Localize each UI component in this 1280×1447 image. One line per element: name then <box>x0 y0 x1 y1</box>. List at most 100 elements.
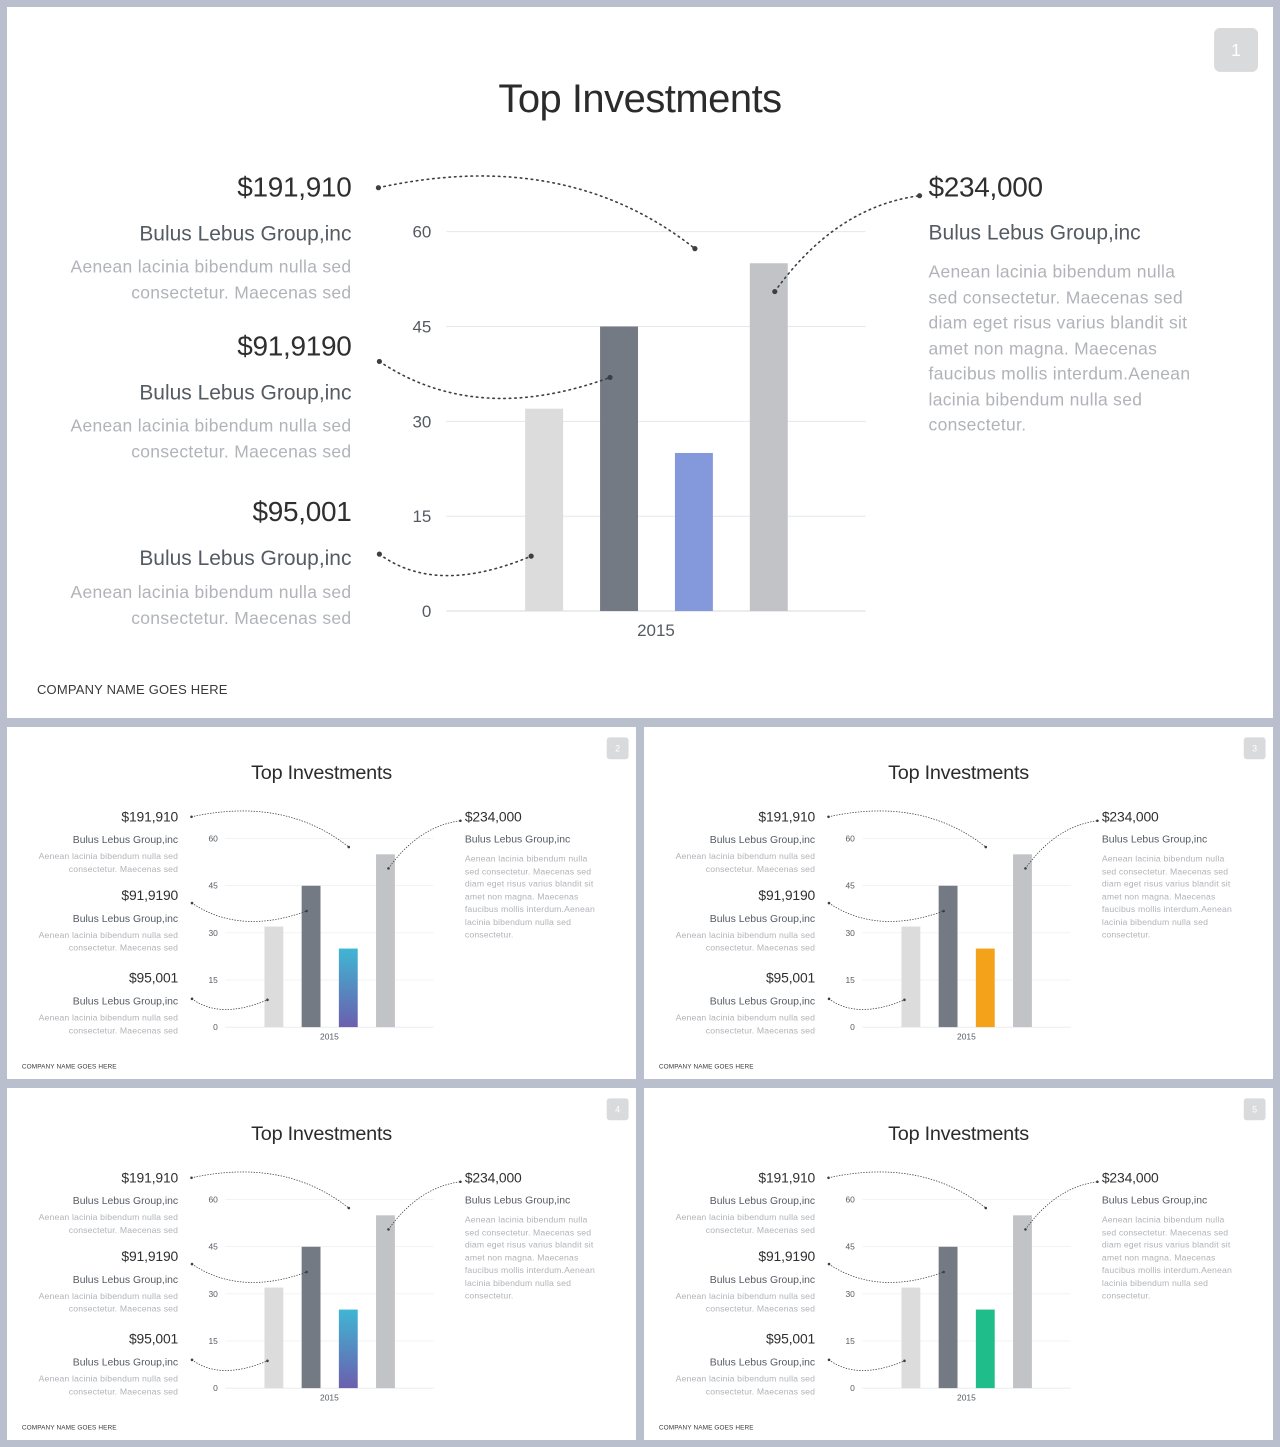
connector-dot <box>1096 819 1099 823</box>
slide-canvas: 2 Top Investments $191,910 Bulus Lebus Grou… <box>7 727 636 1079</box>
callout-description-right: Aenean lacinia bibendum nulla sed consec… <box>464 1214 595 1301</box>
connector-line <box>773 194 921 293</box>
slide-3[interactable]: 3 Top Investments $191,910 Bulus Lebus Grou… <box>644 727 1273 1079</box>
callout-amount: $91,9190 <box>758 1248 816 1265</box>
callout-company: Bulus Lebus Group,inc <box>709 1274 816 1286</box>
x-category-label: 2015 <box>637 621 675 640</box>
connector-line <box>191 1171 350 1209</box>
bar-3 <box>338 948 358 1028</box>
y-tick-label: 15 <box>845 975 855 985</box>
y-tick-label: 45 <box>845 881 855 891</box>
connector-dot <box>305 909 308 913</box>
bar-1 <box>901 1287 921 1389</box>
callout-company: Bulus Lebus Group,inc <box>139 222 352 246</box>
bar-3 <box>674 452 713 612</box>
y-tick-label: 60 <box>845 834 855 844</box>
callout-amount-right: $234,000 <box>464 1169 522 1186</box>
connector-dot <box>1024 1228 1027 1231</box>
callout-company: Bulus Lebus Group,inc <box>72 834 179 846</box>
callout-company: Bulus Lebus Group,inc <box>139 381 352 405</box>
connector-dot <box>387 867 390 870</box>
connector-dot <box>376 358 383 365</box>
callout-company: Bulus Lebus Group,inc <box>72 1195 179 1207</box>
connector-dot <box>387 1228 390 1231</box>
callout-amount: $191,910 <box>121 808 179 825</box>
y-tick-label: 30 <box>845 928 855 938</box>
callout-amount: $91,9190 <box>121 1248 179 1265</box>
connector-dot <box>827 997 831 1001</box>
callout-company-right: Bulus Lebus Group,inc <box>464 1194 571 1207</box>
callout-description: Aenean lacinia bibendum nulla sed consec… <box>38 1373 179 1397</box>
connector-dot <box>827 1176 830 1180</box>
connector-dot <box>942 1270 945 1274</box>
y-tick-label: 15 <box>412 507 431 526</box>
bar-1 <box>264 1287 284 1389</box>
connector-dot <box>375 185 382 191</box>
connector-line <box>191 810 350 848</box>
callout-company-right: Bulus Lebus Group,inc <box>1101 1194 1208 1207</box>
connector-dot <box>942 909 945 913</box>
connector-line <box>388 1181 461 1230</box>
y-tick-label: 45 <box>412 317 431 336</box>
connector-dot <box>827 1358 831 1362</box>
callout-description: Aenean lacinia bibendum nulla sed consec… <box>38 1212 179 1235</box>
slide-1[interactable]: 1 Top Investments $191,910 Bulus Lebus Grou… <box>7 7 1273 718</box>
connector-line <box>1025 820 1098 869</box>
callout-description: Aenean lacinia bibendum nulla sed consec… <box>675 851 816 874</box>
slide-4[interactable]: 4 Top Investments $191,910 Bulus Lebus Grou… <box>7 1088 636 1440</box>
bar-1 <box>264 926 284 1028</box>
callout-amount-right: $234,000 <box>464 808 522 825</box>
x-category-label: 2015 <box>320 1393 339 1403</box>
y-tick-label: 0 <box>213 1022 218 1032</box>
slide-2[interactable]: 2 Top Investments $191,910 Bulus Lebus Grou… <box>7 727 636 1079</box>
callout-description: Aenean lacinia bibendum nulla sed consec… <box>38 851 179 874</box>
connector-dot <box>459 1180 462 1184</box>
callout-description: Aenean lacinia bibendum nulla sed consec… <box>70 582 352 628</box>
connector-line <box>828 1263 945 1283</box>
y-tick-label: 45 <box>208 1242 218 1252</box>
callout-amount: $191,910 <box>758 808 816 825</box>
bar-2 <box>600 326 639 612</box>
callout-amount: $191,910 <box>237 171 352 203</box>
callout-amount: $91,9190 <box>237 330 352 362</box>
callout-amount: $91,9190 <box>121 887 179 904</box>
connector-dot <box>903 998 906 1002</box>
connector-dot <box>528 553 534 559</box>
callout-company-right: Bulus Lebus Group,inc <box>1101 833 1208 846</box>
callout-company: Bulus Lebus Group,inc <box>139 547 352 571</box>
callout-company: Bulus Lebus Group,inc <box>709 913 816 925</box>
callout-description-right: Aenean lacinia bibendum nulla sed consec… <box>928 261 1191 435</box>
callout-company: Bulus Lebus Group,inc <box>709 1195 816 1207</box>
footer-company-name: COMPANY NAME GOES HERE <box>658 1062 754 1070</box>
slide-title: Top Investments <box>498 76 782 121</box>
callout-amount: $95,001 <box>765 970 816 986</box>
bar-chart: 0 15 30 45 60 2015 <box>375 175 923 640</box>
x-category-label: 2015 <box>957 1393 976 1403</box>
callout-description: Aenean lacinia bibendum nulla sed consec… <box>675 929 816 953</box>
callout-company: Bulus Lebus Group,inc <box>72 995 179 1007</box>
connector-dot <box>190 901 194 905</box>
y-tick-label: 0 <box>850 1383 855 1393</box>
connector-dot <box>827 901 831 905</box>
callout-description: Aenean lacinia bibendum nulla sed consec… <box>38 1290 179 1314</box>
page-number-badge: 4 <box>606 1098 629 1121</box>
connector-dot <box>827 815 830 819</box>
bar-2 <box>301 1246 321 1389</box>
bar-3 <box>975 948 995 1028</box>
slide-5[interactable]: 5 Top Investments $191,910 Bulus Lebus Grou… <box>644 1088 1273 1440</box>
y-tick-label: 15 <box>845 1336 855 1346</box>
slide-canvas: 1 Top Investments $191,910 Bulus Lebus Grou… <box>7 7 1273 718</box>
connector-dot <box>190 1176 193 1180</box>
callout-description: Aenean lacinia bibendum nulla sed consec… <box>675 1373 816 1397</box>
connector-dot <box>1096 1180 1099 1184</box>
callout-company: Bulus Lebus Group,inc <box>709 1356 816 1368</box>
callout-amount-right: $234,000 <box>1101 1169 1159 1186</box>
connector-dot <box>190 1262 194 1266</box>
connector-line <box>828 902 945 922</box>
y-tick-label: 30 <box>845 1289 855 1299</box>
bar-2 <box>301 885 321 1028</box>
callout-description: Aenean lacinia bibendum nulla sed consec… <box>675 1212 816 1235</box>
callout-amount: $191,910 <box>758 1169 816 1186</box>
connector-dot <box>607 374 613 381</box>
connector-dot <box>266 1359 269 1363</box>
